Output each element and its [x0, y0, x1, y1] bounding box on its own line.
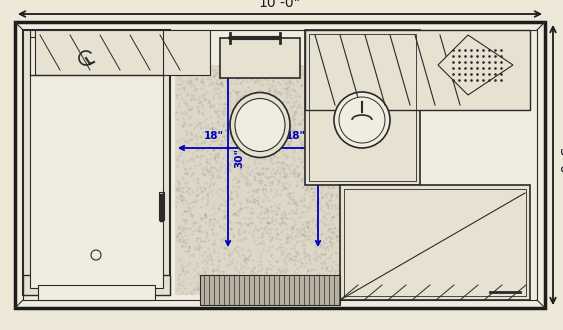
Bar [30, 37, 163, 288]
Bar [35, 30, 210, 75]
Bar [23, 30, 170, 295]
Text: 30": 30" [234, 148, 244, 168]
Bar [305, 30, 530, 110]
Text: 18": 18" [203, 131, 224, 141]
Polygon shape [438, 35, 513, 95]
Bar [220, 38, 300, 78]
Text: 5’-0": 5’-0" [556, 148, 563, 182]
Ellipse shape [230, 92, 290, 157]
Bar [309, 34, 416, 181]
Text: 10’-0": 10’-0" [259, 0, 301, 10]
Text: 30": 30" [324, 148, 334, 168]
Bar [344, 189, 526, 296]
Circle shape [339, 97, 385, 143]
Bar [23, 275, 170, 295]
Bar [340, 185, 530, 300]
Bar [38, 285, 155, 300]
Bar [175, 65, 340, 295]
Bar [15, 22, 545, 308]
Circle shape [334, 92, 390, 148]
Text: 18": 18" [286, 131, 306, 141]
Bar [159, 192, 164, 220]
Ellipse shape [235, 98, 285, 151]
Bar [200, 275, 340, 305]
Bar [305, 30, 420, 185]
Bar [23, 30, 537, 300]
